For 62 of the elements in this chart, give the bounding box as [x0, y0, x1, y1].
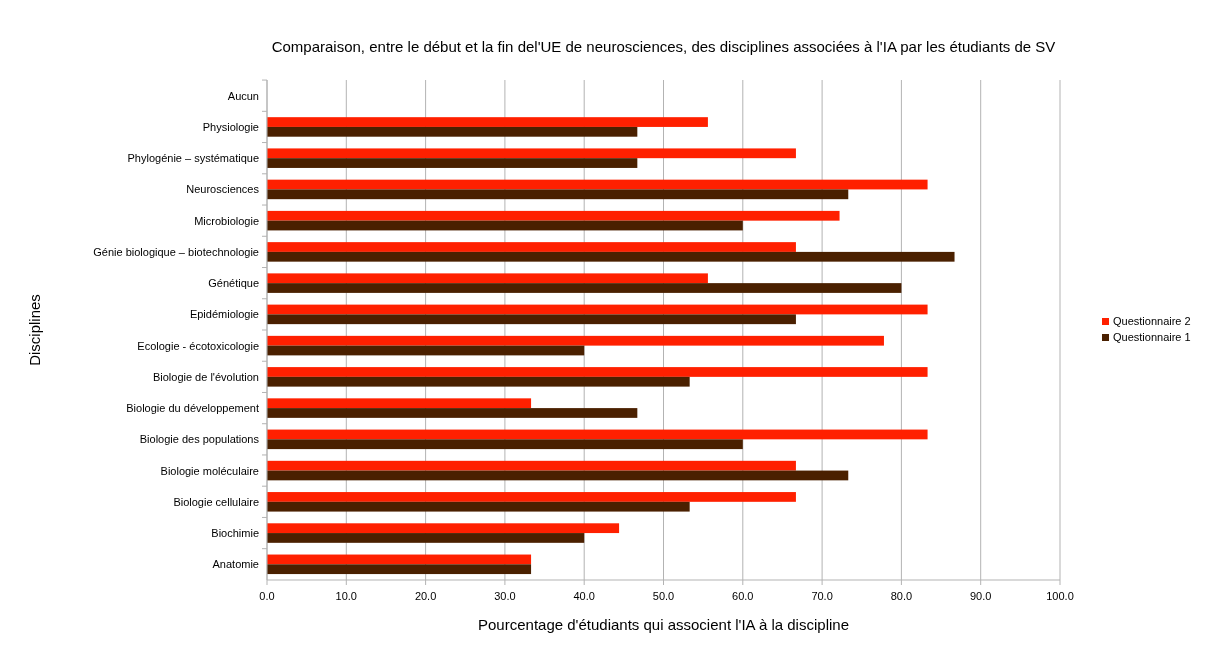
y-tick-label: Biologie cellulaire: [173, 495, 259, 508]
y-tick-label: Neurosciences: [186, 183, 260, 196]
bar: [267, 564, 532, 575]
bar: [267, 439, 743, 450]
bar: [267, 408, 638, 418]
bar: [267, 304, 928, 315]
bar: [267, 398, 532, 409]
x-tick-label: 40.0: [573, 590, 595, 602]
bar: [267, 345, 585, 356]
y-tick-label: Ecologie - écotoxicologie: [137, 339, 259, 352]
x-tick-label: 20.0: [414, 590, 437, 602]
bar: [267, 158, 638, 168]
y-tick-label: Génie biologique – biotechnologie: [93, 245, 259, 258]
y-tick-label: Anatomie: [212, 558, 259, 571]
x-tick-label: 90.0: [969, 590, 992, 602]
bar: [267, 117, 708, 127]
bar: [267, 220, 743, 231]
bar: [267, 251, 955, 262]
bar: [267, 283, 902, 293]
bar: [267, 189, 849, 200]
x-tick-label: 0.0: [259, 590, 275, 602]
x-tick-label: 100.0: [1046, 590, 1074, 602]
y-tick-label: Biologie moléculaire: [160, 464, 259, 477]
bar: [267, 470, 849, 481]
bar: [267, 179, 928, 190]
bar: [267, 273, 708, 284]
bar: [267, 242, 796, 252]
bar: [267, 501, 690, 512]
legend-label: Questionnaire 2: [1113, 315, 1191, 327]
y-tick-label: Microbiologie: [194, 214, 259, 227]
bar: [267, 367, 928, 377]
bar: [267, 492, 796, 502]
bar: [267, 148, 796, 159]
y-tick-label: Physiologie: [202, 120, 259, 133]
chart-title: Comparaison, entre le début et la fin del'UE de neurosciences, des disciplines associées à l'IA par les étudiants de SV: [271, 38, 1056, 55]
x-tick-label: 70.0: [811, 590, 833, 602]
bar: [267, 533, 585, 543]
bar: [267, 429, 928, 440]
y-tick-label: Génétique: [208, 277, 259, 290]
y-tick-label: Biochimie: [211, 527, 259, 540]
x-tick-label: 50.0: [652, 590, 675, 602]
y-tick-label: Phylogénie – systématique: [127, 152, 259, 165]
y-tick-label: Aucun: [227, 89, 259, 102]
y-tick-label: Biologie des populations: [139, 433, 260, 446]
bar: [267, 554, 532, 565]
x-tick-label: 10.0: [335, 590, 358, 602]
bar: [267, 376, 690, 387]
bar: [267, 523, 620, 534]
bar: [267, 314, 796, 325]
legend-label: Questionnaire 1: [1113, 331, 1191, 343]
x-tick-label: 60.0: [732, 590, 754, 602]
y-tick-label: Biologie du développement: [126, 402, 259, 415]
bar: [267, 335, 884, 346]
x-axis-title: Pourcentage d'étudiants qui associent l'IA à la discipline: [478, 616, 849, 633]
y-tick-label: Epidémiologie: [189, 308, 259, 321]
bar: [267, 210, 840, 221]
x-tick-label: 30.0: [494, 590, 516, 602]
bar: [267, 460, 796, 471]
y-tick-label: Biologie de l'évolution: [152, 370, 259, 383]
y-axis-title: Disciplines: [26, 294, 43, 366]
x-tick-label: 80.0: [890, 590, 913, 602]
bar: [267, 126, 638, 137]
